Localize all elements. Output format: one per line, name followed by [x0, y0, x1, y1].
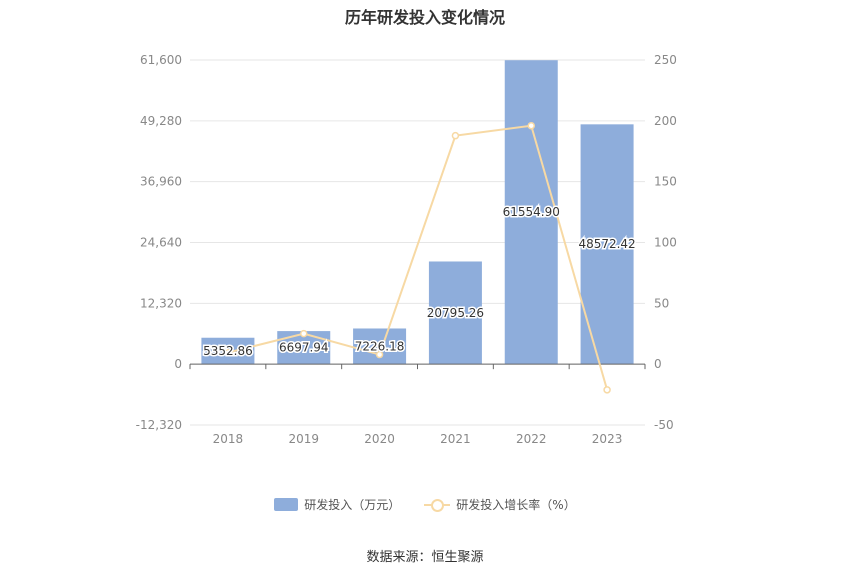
legend-item-line[interactable]: 研发投入增长率（%）	[424, 496, 576, 513]
right-axis-tick-label: 250	[654, 53, 677, 67]
growth-rate-point-2021[interactable]	[451, 131, 460, 140]
bar-series	[201, 60, 634, 365]
growth-rate-point-2020[interactable]	[375, 350, 384, 359]
left-axis-tick-label: 0	[174, 357, 182, 371]
right-axis-tick-label: -50	[654, 418, 674, 432]
left-axis-tick-label: 36,960	[140, 175, 182, 189]
bar-value-label: 48572.42	[578, 237, 635, 251]
bar-2023[interactable]	[580, 124, 634, 365]
legend-line-swatch	[424, 498, 451, 512]
left-axis-tick-label: 12,320	[140, 296, 182, 310]
bar-2022[interactable]	[504, 60, 558, 365]
x-axis-tick-label: 2019	[288, 432, 319, 446]
left-axis-tick-label: 49,280	[140, 114, 182, 128]
data-labels: 5352.86 6697.94 7226.18 20795.26 61554.90 485…	[202, 204, 638, 360]
bar-value-label: 5352.86	[203, 344, 253, 358]
right-axis-tick-label: 100	[654, 236, 677, 250]
x-axis-tick-label: 2022	[516, 432, 547, 446]
right-axis-tick-label: 0	[654, 357, 662, 371]
growth-rate-point-2022[interactable]	[527, 121, 535, 130]
left-axis-tick-label: 61,600	[140, 53, 182, 67]
legend: 研发投入（万元） 研发投入增长率（%）	[0, 496, 850, 513]
bar-value-label: 61554.90	[503, 205, 560, 219]
right-axis-tick-label: 50	[654, 296, 669, 310]
x-axis-tick-label: 2020	[364, 432, 395, 446]
x-axis-tick-label: 2018	[213, 432, 244, 446]
legend-item-bar[interactable]: 研发投入（万元）	[274, 496, 400, 513]
legend-bar-swatch	[274, 498, 299, 511]
chart-title: 历年研发投入变化情况	[344, 8, 505, 27]
growth-rate-point-2019[interactable]	[300, 329, 308, 338]
x-axis-tick-label: 2021	[440, 432, 471, 446]
legend-bar-label: 研发投入（万元）	[304, 498, 401, 512]
left-axis-tick-label: -12,320	[136, 418, 182, 432]
bar-2021[interactable]	[428, 261, 482, 365]
growth-rate-line	[227, 124, 609, 391]
right-axis-tick-label: 150	[654, 175, 677, 189]
bar-value-label: 6697.94	[279, 341, 329, 355]
legend-line-label: 研发投入增长率（%）	[456, 498, 576, 512]
axes: -12,320 0 12,320 24,640 36,960 49,280 61,600 -5…	[136, 53, 677, 446]
left-axis-tick-label: 24,640	[140, 236, 182, 250]
right-axis-tick-label: 200	[654, 114, 677, 128]
bar-value-label: 7226.18	[355, 339, 405, 353]
source-note: 数据来源：恒生聚源	[366, 550, 484, 565]
growth-rate-point-2023[interactable]	[603, 386, 611, 394]
growth-rate-point-2018[interactable]	[224, 348, 232, 357]
bar-value-label: 20795.26	[427, 306, 484, 320]
x-axis-tick-label: 2023	[592, 432, 623, 446]
line-series	[224, 121, 611, 394]
